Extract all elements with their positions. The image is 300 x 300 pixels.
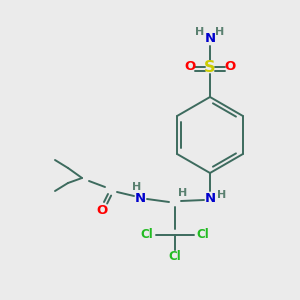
Text: Cl: Cl [196,229,209,242]
Text: N: N [204,191,216,205]
Text: H: H [215,27,225,37]
Text: O: O [96,203,108,217]
Text: O: O [184,61,196,74]
Text: N: N [134,191,146,205]
Text: N: N [204,32,216,46]
Text: O: O [224,61,236,74]
Text: Cl: Cl [169,250,182,263]
Text: S: S [204,59,216,74]
Text: Cl: Cl [141,229,153,242]
Text: H: H [195,27,205,37]
Text: H: H [178,188,188,198]
Text: H: H [132,182,142,192]
Text: H: H [218,190,226,200]
